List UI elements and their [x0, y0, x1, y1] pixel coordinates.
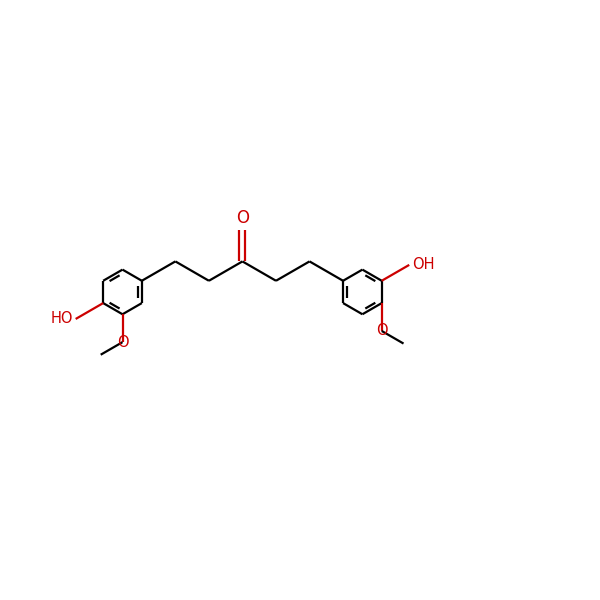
- Text: O: O: [376, 323, 388, 338]
- Text: O: O: [236, 209, 249, 227]
- Text: O: O: [116, 335, 128, 350]
- Text: OH: OH: [412, 257, 434, 272]
- Text: HO: HO: [50, 311, 73, 326]
